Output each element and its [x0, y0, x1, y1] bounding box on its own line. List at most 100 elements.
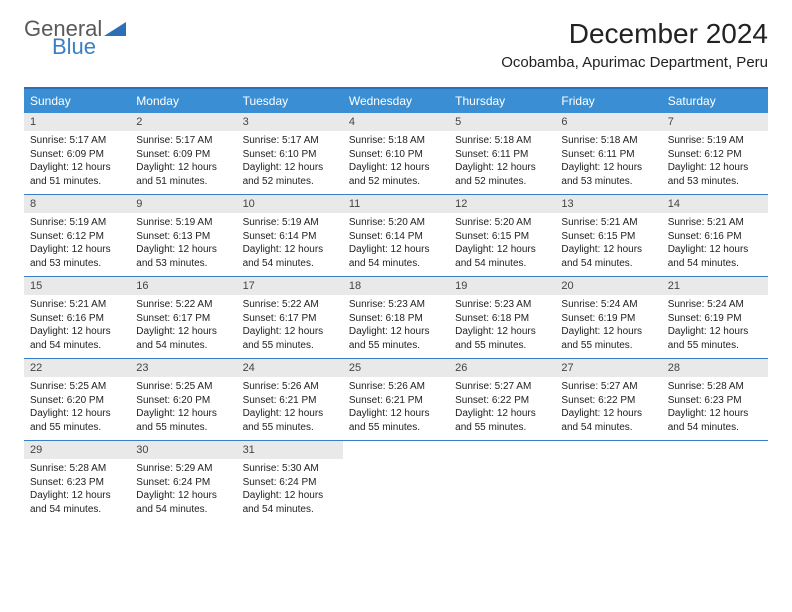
sunset-line: Sunset: 6:12 PM: [30, 230, 124, 244]
day-number: 15: [24, 277, 130, 295]
sunset-line: Sunset: 6:21 PM: [349, 394, 443, 408]
weekday-header-cell: Wednesday: [343, 89, 449, 113]
day-number: 30: [130, 441, 236, 459]
day-body: Sunrise: 5:21 AMSunset: 6:16 PMDaylight:…: [662, 213, 768, 270]
day-cell: 9Sunrise: 5:19 AMSunset: 6:13 PMDaylight…: [130, 195, 236, 276]
sunrise-line: Sunrise: 5:17 AM: [30, 134, 124, 148]
day-cell: 15Sunrise: 5:21 AMSunset: 6:16 PMDayligh…: [24, 277, 130, 358]
weekday-header-cell: Saturday: [662, 89, 768, 113]
weekday-header-cell: Sunday: [24, 89, 130, 113]
sunrise-line: Sunrise: 5:22 AM: [243, 298, 337, 312]
page-title: December 2024: [501, 18, 768, 50]
sunrise-line: Sunrise: 5:21 AM: [561, 216, 655, 230]
day-number: 14: [662, 195, 768, 213]
day-number: 8: [24, 195, 130, 213]
sunset-line: Sunset: 6:10 PM: [243, 148, 337, 162]
sunset-line: Sunset: 6:16 PM: [30, 312, 124, 326]
sunset-line: Sunset: 6:17 PM: [136, 312, 230, 326]
day-body: Sunrise: 5:18 AMSunset: 6:11 PMDaylight:…: [449, 131, 555, 188]
sunrise-line: Sunrise: 5:28 AM: [30, 462, 124, 476]
daylight-line: Daylight: 12 hours and 54 minutes.: [349, 243, 443, 270]
day-body: Sunrise: 5:19 AMSunset: 6:12 PMDaylight:…: [24, 213, 130, 270]
day-cell: [343, 441, 449, 522]
daylight-line: Daylight: 12 hours and 55 minutes.: [668, 325, 762, 352]
day-number: 22: [24, 359, 130, 377]
day-body: Sunrise: 5:27 AMSunset: 6:22 PMDaylight:…: [555, 377, 661, 434]
day-number: 24: [237, 359, 343, 377]
sunset-line: Sunset: 6:23 PM: [668, 394, 762, 408]
sunrise-line: Sunrise: 5:19 AM: [668, 134, 762, 148]
sunset-line: Sunset: 6:24 PM: [136, 476, 230, 490]
title-block: December 2024 Ocobamba, Apurimac Departm…: [501, 18, 768, 71]
sunrise-line: Sunrise: 5:23 AM: [455, 298, 549, 312]
day-cell: 16Sunrise: 5:22 AMSunset: 6:17 PMDayligh…: [130, 277, 236, 358]
sunrise-line: Sunrise: 5:25 AM: [136, 380, 230, 394]
day-body: Sunrise: 5:20 AMSunset: 6:14 PMDaylight:…: [343, 213, 449, 270]
daylight-line: Daylight: 12 hours and 55 minutes.: [243, 407, 337, 434]
day-cell: 13 Sunrise: 5:21 AMSunset: 6:15 PMDayligh…: [555, 195, 661, 276]
day-number: 21: [662, 277, 768, 295]
day-body: Sunrise: 5:22 AMSunset: 6:17 PMDaylight:…: [237, 295, 343, 352]
week-row: 29Sunrise: 5:28 AMSunset: 6:23 PMDayligh…: [24, 441, 768, 522]
daylight-line: Daylight: 12 hours and 54 minutes.: [455, 243, 549, 270]
day-cell: 24Sunrise: 5:26 AMSunset: 6:21 PMDayligh…: [237, 359, 343, 440]
daylight-line: Daylight: 12 hours and 54 minutes.: [30, 325, 124, 352]
day-number: 3: [237, 113, 343, 131]
sunset-line: Sunset: 6:10 PM: [349, 148, 443, 162]
daylight-line: Daylight: 12 hours and 52 minutes.: [349, 161, 443, 188]
daylight-line: Daylight: 12 hours and 54 minutes.: [136, 325, 230, 352]
daylight-line: Daylight: 12 hours and 54 minutes.: [668, 243, 762, 270]
day-cell: [555, 441, 661, 522]
daylight-line: Daylight: 12 hours and 52 minutes.: [243, 161, 337, 188]
day-body: Sunrise: 5:24 AMSunset: 6:19 PMDaylight:…: [555, 295, 661, 352]
sunrise-line: Sunrise: 5:27 AM: [561, 380, 655, 394]
weeks-container: 1Sunrise: 5:17 AMSunset: 6:09 PMDaylight…: [24, 113, 768, 522]
sunset-line: Sunset: 6:18 PM: [349, 312, 443, 326]
sunset-line: Sunset: 6:15 PM: [561, 230, 655, 244]
day-cell: 14Sunrise: 5:21 AMSunset: 6:16 PMDayligh…: [662, 195, 768, 276]
sunset-line: Sunset: 6:23 PM: [30, 476, 124, 490]
day-body: Sunrise: 5:26 AMSunset: 6:21 PMDaylight:…: [237, 377, 343, 434]
sunset-line: Sunset: 6:17 PM: [243, 312, 337, 326]
daylight-line: Daylight: 12 hours and 54 minutes.: [243, 243, 337, 270]
daylight-line: Daylight: 12 hours and 53 minutes.: [668, 161, 762, 188]
daylight-line: Daylight: 12 hours and 54 minutes.: [561, 243, 655, 270]
sunrise-line: Sunrise: 5:30 AM: [243, 462, 337, 476]
daylight-line: Daylight: 12 hours and 54 minutes.: [243, 489, 337, 516]
day-number: 26: [449, 359, 555, 377]
day-body: Sunrise: 5:29 AMSunset: 6:24 PMDaylight:…: [130, 459, 236, 516]
day-cell: 17Sunrise: 5:22 AMSunset: 6:17 PMDayligh…: [237, 277, 343, 358]
day-body: Sunrise: 5:18 AMSunset: 6:11 PMDaylight:…: [555, 131, 661, 188]
day-number: 13: [555, 195, 661, 213]
day-number: 12: [449, 195, 555, 213]
sunrise-line: Sunrise: 5:19 AM: [30, 216, 124, 230]
day-body: Sunrise: 5:25 AMSunset: 6:20 PMDaylight:…: [130, 377, 236, 434]
daylight-line: Daylight: 12 hours and 53 minutes.: [561, 161, 655, 188]
sunset-line: Sunset: 6:22 PM: [561, 394, 655, 408]
sunset-line: Sunset: 6:14 PM: [349, 230, 443, 244]
day-body: Sunrise: 5:19 AMSunset: 6:14 PMDaylight:…: [237, 213, 343, 270]
sunrise-line: Sunrise: 5:29 AM: [136, 462, 230, 476]
sunrise-line: Sunrise: 5:20 AM: [455, 216, 549, 230]
sunrise-line: Sunrise: 5:18 AM: [349, 134, 443, 148]
calendar: SundayMondayTuesdayWednesdayThursdayFrid…: [24, 87, 768, 522]
day-cell: 18Sunrise: 5:23 AMSunset: 6:18 PMDayligh…: [343, 277, 449, 358]
week-row: 8Sunrise: 5:19 AMSunset: 6:12 PMDaylight…: [24, 195, 768, 277]
sunset-line: Sunset: 6:19 PM: [561, 312, 655, 326]
weekday-header-row: SundayMondayTuesdayWednesdayThursdayFrid…: [24, 89, 768, 113]
daylight-line: Daylight: 12 hours and 53 minutes.: [30, 243, 124, 270]
day-body: Sunrise: 5:17 AMSunset: 6:09 PMDaylight:…: [24, 131, 130, 188]
daylight-line: Daylight: 12 hours and 55 minutes.: [349, 325, 443, 352]
day-number: 18: [343, 277, 449, 295]
sunset-line: Sunset: 6:11 PM: [455, 148, 549, 162]
sunset-line: Sunset: 6:09 PM: [30, 148, 124, 162]
day-number: 20: [555, 277, 661, 295]
sunrise-line: Sunrise: 5:28 AM: [668, 380, 762, 394]
day-body: Sunrise: 5:19 AMSunset: 6:13 PMDaylight:…: [130, 213, 236, 270]
sunrise-line: Sunrise: 5:26 AM: [349, 380, 443, 394]
daylight-line: Daylight: 12 hours and 55 minutes.: [136, 407, 230, 434]
sunrise-line: Sunrise: 5:24 AM: [668, 298, 762, 312]
day-number: 7: [662, 113, 768, 131]
day-number: 9: [130, 195, 236, 213]
daylight-line: Daylight: 12 hours and 52 minutes.: [455, 161, 549, 188]
